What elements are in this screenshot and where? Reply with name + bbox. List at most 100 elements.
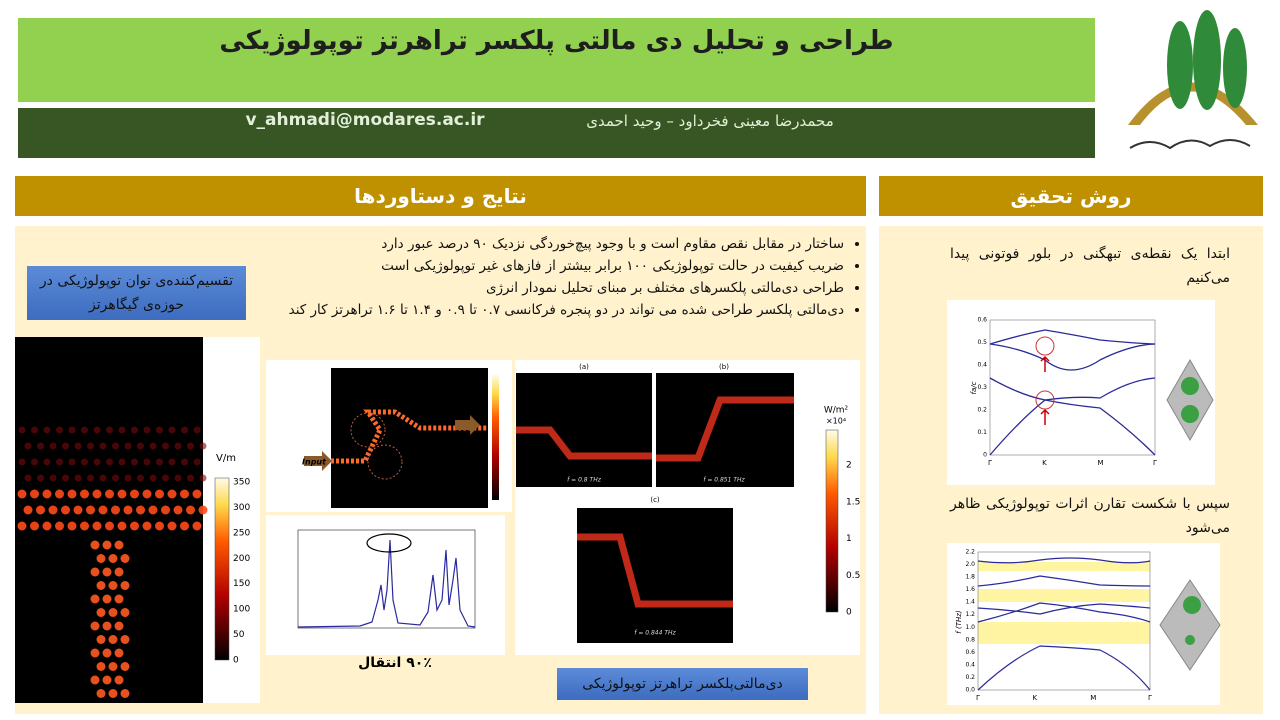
heatmap-field <box>17 426 208 698</box>
field-dot <box>92 521 102 531</box>
colorbar-label: 150 <box>233 579 250 589</box>
field-dot <box>180 489 189 499</box>
field-dot <box>143 458 151 466</box>
transmission-caption: ۹۰٪ انتقال <box>358 655 432 671</box>
band-diagram <box>947 300 1215 485</box>
field-dot <box>193 426 201 434</box>
heatmap-legend-bg <box>203 337 260 703</box>
plot-frame <box>977 551 1151 691</box>
field-dot <box>168 458 176 466</box>
panel-label: (a) <box>579 363 589 371</box>
colorbar-unit: V/m <box>216 453 236 464</box>
field-dot <box>68 458 76 466</box>
field-dot <box>118 458 126 466</box>
field-dot <box>67 521 77 531</box>
colorbar-label: 0 <box>233 656 239 666</box>
x-tick-label: K <box>1042 459 1047 467</box>
field-dot <box>167 489 177 499</box>
field-dot <box>124 474 132 482</box>
field-dot <box>120 662 130 671</box>
field-dot <box>36 505 45 515</box>
frequency-label: f = 0.8 THz <box>567 477 602 484</box>
field-dot <box>96 581 106 590</box>
field-dot <box>31 458 38 466</box>
heatmap-colorbar <box>214 477 230 661</box>
field-dot <box>114 648 124 658</box>
band-gap <box>978 622 1150 644</box>
field-dot <box>30 489 39 499</box>
field-dot <box>181 458 188 466</box>
unit-cell <box>1166 358 1214 442</box>
input-arrow <box>304 451 332 471</box>
y-tick-label: 0.3 <box>977 384 987 391</box>
field-dot <box>49 474 57 482</box>
field-dot <box>74 474 82 482</box>
plot-frame <box>989 319 1156 456</box>
field-dot <box>123 505 133 515</box>
field-dot <box>49 442 57 450</box>
field-dot <box>120 689 130 698</box>
field-dot <box>124 442 132 450</box>
field-dot <box>42 489 52 499</box>
field-dot <box>87 442 94 450</box>
field-dot <box>90 621 100 631</box>
colorbar-label: 350 <box>233 478 250 488</box>
y-tick-label: 1.6 <box>965 586 975 593</box>
field-dot <box>142 521 152 531</box>
field-dot <box>18 458 26 466</box>
field-dot <box>102 594 112 604</box>
field-dot <box>43 458 51 466</box>
output-label: Output <box>448 407 481 416</box>
field-dot <box>80 521 89 531</box>
y-tick-label: 1.8 <box>965 574 975 581</box>
section-heading: نتایج و دستاوردها <box>354 184 527 208</box>
field-dot <box>142 489 152 499</box>
x-tick-label: M <box>1098 459 1104 467</box>
field-dot <box>120 608 130 617</box>
field-dot <box>102 567 112 577</box>
colorbar-label: 1 <box>846 534 852 544</box>
field-dot <box>192 489 202 499</box>
field-dot <box>186 505 195 515</box>
title-banner <box>18 18 1095 102</box>
y-tick-label: 0.4 <box>965 661 975 668</box>
field-dot <box>181 426 188 434</box>
field-dot <box>62 442 69 450</box>
y-tick-label: 0.0 <box>965 687 975 694</box>
field-dot <box>98 505 108 515</box>
field-dot <box>108 554 118 563</box>
splitter-caption: تقسیم‌کننده‌ی توان توپولوژیکی در حوزه‌ی … <box>27 266 246 320</box>
field-dot <box>43 426 51 434</box>
field-dot <box>173 505 183 515</box>
method-step: ابتدا یک نقطه‌ی تبهگنی در بلور فوتونی پی… <box>950 246 1230 286</box>
colorbar-label: 2 <box>846 461 852 471</box>
peak-highlight <box>366 533 412 553</box>
field-dot <box>81 458 88 466</box>
rod <box>1185 635 1195 645</box>
band-gap <box>978 562 1150 571</box>
field-dot <box>55 521 64 531</box>
field-dot <box>67 489 77 499</box>
field-dot <box>96 689 106 698</box>
y-tick-label: 0.8 <box>965 636 975 643</box>
field-dot <box>112 474 119 482</box>
field-dot <box>114 675 124 685</box>
field-dot <box>55 489 64 499</box>
field-dot <box>73 505 83 515</box>
field-dot <box>114 621 124 631</box>
field-dot <box>137 442 144 450</box>
field-dot <box>131 426 138 434</box>
field-dot <box>18 426 26 434</box>
field-dot <box>199 474 207 482</box>
band-curves <box>989 329 1156 456</box>
plot-frame <box>297 529 476 629</box>
field-dot <box>193 458 201 466</box>
field-dot <box>174 442 182 450</box>
field-dot <box>56 458 63 466</box>
x-tick-label: Γ <box>988 459 992 467</box>
field-dot <box>156 458 163 466</box>
heatmap <box>15 337 203 703</box>
colorbar-label: 250 <box>233 528 250 538</box>
field-dot <box>198 505 208 515</box>
field-path <box>577 533 733 608</box>
